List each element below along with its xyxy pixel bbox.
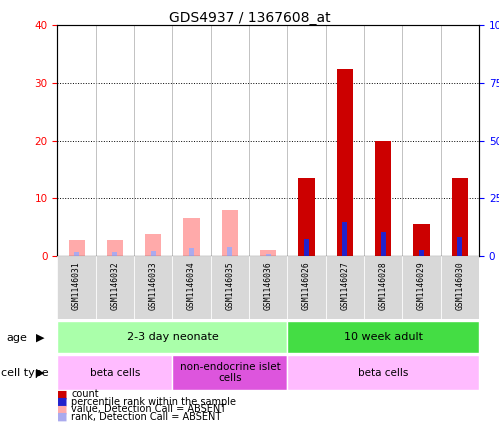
Text: GSM1146032: GSM1146032 (110, 261, 119, 310)
Bar (419, 250, 424, 256)
Text: GSM1146029: GSM1146029 (417, 261, 426, 310)
Bar (189, 248, 194, 256)
Bar (342, 222, 347, 256)
Text: ■: ■ (57, 389, 68, 399)
Text: beta cells: beta cells (358, 368, 408, 378)
Bar (381, 232, 386, 256)
Bar (68, 240, 85, 256)
Text: GDS4937 / 1367608_at: GDS4937 / 1367608_at (169, 11, 330, 25)
Bar (57, 355, 172, 390)
Bar (375, 141, 391, 256)
Text: GSM1146030: GSM1146030 (456, 261, 465, 310)
Bar (96, 256, 134, 319)
Text: count: count (71, 389, 99, 399)
Bar (112, 252, 117, 256)
Bar (304, 239, 309, 256)
Text: 2-3 day neonate: 2-3 day neonate (127, 332, 218, 342)
Text: GSM1146031: GSM1146031 (72, 261, 81, 310)
Bar (57, 256, 96, 319)
Text: GSM1146035: GSM1146035 (226, 261, 235, 310)
Bar (266, 254, 270, 256)
Bar (249, 256, 287, 319)
Bar (145, 234, 161, 256)
Bar (151, 250, 156, 256)
Bar (326, 256, 364, 319)
Text: 10 week adult: 10 week adult (344, 332, 423, 342)
Text: GSM1146034: GSM1146034 (187, 261, 196, 310)
Bar (402, 256, 441, 319)
Text: ▶: ▶ (36, 368, 44, 378)
Text: age: age (6, 332, 27, 343)
Text: GSM1146028: GSM1146028 (379, 261, 388, 310)
Bar (287, 256, 326, 319)
Text: ■: ■ (57, 404, 68, 415)
Text: cell type: cell type (1, 368, 49, 378)
Text: GSM1146033: GSM1146033 (149, 261, 158, 310)
Text: GSM1146027: GSM1146027 (340, 261, 349, 310)
Text: ▶: ▶ (36, 332, 44, 343)
Bar (107, 240, 123, 256)
Bar (74, 253, 79, 256)
Bar (287, 321, 479, 353)
Bar (211, 256, 249, 319)
Text: value, Detection Call = ABSENT: value, Detection Call = ABSENT (71, 404, 227, 415)
Text: non-endocrine islet
cells: non-endocrine islet cells (180, 362, 280, 384)
Bar (222, 210, 238, 256)
Bar (184, 218, 200, 256)
Bar (452, 178, 468, 256)
Bar (458, 237, 463, 256)
Bar (364, 256, 402, 319)
Bar (57, 321, 287, 353)
Text: GSM1146026: GSM1146026 (302, 261, 311, 310)
Text: ■: ■ (57, 397, 68, 407)
Bar (134, 256, 172, 319)
Bar (337, 69, 353, 256)
Bar (298, 178, 314, 256)
Bar (441, 256, 479, 319)
Text: rank, Detection Call = ABSENT: rank, Detection Call = ABSENT (71, 412, 222, 422)
Text: percentile rank within the sample: percentile rank within the sample (71, 397, 237, 407)
Bar (260, 250, 276, 256)
Text: beta cells: beta cells (90, 368, 140, 378)
Bar (172, 256, 211, 319)
Bar (287, 355, 479, 390)
Bar (414, 224, 430, 256)
Bar (228, 247, 233, 256)
Bar (172, 355, 287, 390)
Text: ■: ■ (57, 412, 68, 422)
Text: GSM1146036: GSM1146036 (263, 261, 273, 310)
